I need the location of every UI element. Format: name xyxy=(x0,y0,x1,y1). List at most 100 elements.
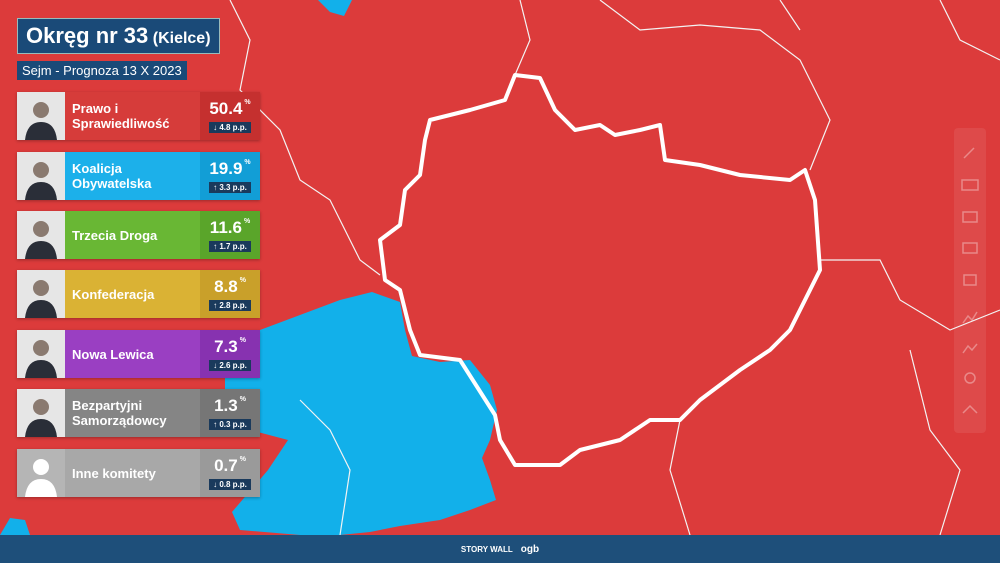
trend-arrow: ↑ xyxy=(213,420,220,429)
change-value: 0.3 p.p. xyxy=(219,420,247,429)
silhouette xyxy=(17,211,65,259)
brand: STORY WALL xyxy=(460,544,513,554)
party-row: Koalicja Obywatelska 19.9% ↑ 3.3 p.p. xyxy=(17,152,260,200)
result: 8.8% ↑ 2.8 p.p. xyxy=(200,270,260,318)
result: 19.9% ↑ 3.3 p.p. xyxy=(200,152,260,200)
candidate-photo xyxy=(17,449,65,497)
subtitle: Sejm - Prognoza 13 X 2023 xyxy=(17,61,187,80)
candidate-photo xyxy=(17,211,65,259)
change: ↑ 3.3 p.p. xyxy=(209,182,251,193)
party-name: Konfederacja xyxy=(72,286,155,302)
candidate-photo xyxy=(17,389,65,437)
result: 7.3% ↓ 2.6 p.p. xyxy=(200,330,260,378)
title-box: Okręg nr 33 (Kielce) xyxy=(17,18,220,54)
party-name: Bezpartyjni Samorządowcy xyxy=(72,398,167,428)
party-name: Nowa Lewica xyxy=(72,346,154,362)
vote-share: 11.6% xyxy=(210,218,250,238)
trend-arrow: ↑ xyxy=(213,183,220,192)
silhouette xyxy=(17,449,65,497)
vote-share-value: 0.7 xyxy=(214,456,238,475)
vote-share-unit: % xyxy=(239,396,246,403)
trend-arrow: ↑ xyxy=(213,301,220,310)
silhouette xyxy=(17,152,65,200)
party-row: Nowa Lewica 7.3% ↓ 2.6 p.p. xyxy=(17,330,260,378)
home-icon[interactable] xyxy=(962,404,978,414)
toolbar xyxy=(954,128,986,433)
change: ↑ 1.7 p.p. xyxy=(209,241,251,252)
district-outline xyxy=(378,73,822,467)
trend-arrow: ↓ xyxy=(213,123,220,132)
footer: STORY WALL ogb xyxy=(0,535,1000,563)
candidate-photo xyxy=(17,92,65,140)
result: 50.4% ↓ 4.8 p.p. xyxy=(200,92,260,140)
change-value: 4.8 p.p. xyxy=(219,123,247,132)
region-blue xyxy=(225,292,497,535)
silhouette xyxy=(17,92,65,140)
result: 1.3% ↑ 0.3 p.p. xyxy=(200,389,260,437)
party-row: Inne komitety 0.7% ↓ 0.8 p.p. xyxy=(17,449,260,497)
change: ↓ 2.6 p.p. xyxy=(209,360,251,371)
change-value: 0.8 p.p. xyxy=(219,480,247,489)
vote-share-value: 19.9 xyxy=(209,159,243,178)
candidate-photo xyxy=(17,330,65,378)
party-name: Prawo i Sprawiedliwość xyxy=(72,101,170,131)
trend-arrow: ↑ xyxy=(213,242,220,251)
change-value: 2.8 p.p. xyxy=(219,301,247,310)
party-row: Bezpartyjni Samorządowcy 1.3% ↑ 0.3 p.p. xyxy=(17,389,260,437)
vote-share: 8.8% xyxy=(214,277,246,297)
pen-icon[interactable] xyxy=(963,147,975,159)
title: Okręg nr 33 xyxy=(26,23,149,48)
tree-icon[interactable] xyxy=(962,242,978,254)
vote-share-value: 11.6 xyxy=(209,218,242,237)
change: ↓ 4.8 p.p. xyxy=(209,122,251,133)
line-icon[interactable] xyxy=(962,311,978,324)
bar-icon[interactable] xyxy=(962,211,978,223)
vote-share-unit: % xyxy=(244,99,251,106)
toolbar-icons xyxy=(961,147,979,414)
vote-share-unit: % xyxy=(239,277,246,284)
party-row: Trzecia Droga 11.6% ↑ 1.7 p.p. xyxy=(17,211,260,259)
vote-share-unit: % xyxy=(244,159,251,166)
silhouette xyxy=(17,270,65,318)
vote-share: 0.7% xyxy=(214,456,246,476)
vote-share-value: 7.3 xyxy=(214,337,238,356)
region-blue xyxy=(0,518,30,535)
silhouette xyxy=(17,389,65,437)
borders xyxy=(229,0,1000,536)
scatter-icon[interactable] xyxy=(962,343,978,354)
vote-share: 19.9% xyxy=(209,159,250,179)
party-row: Konfederacja 8.8% ↑ 2.8 p.p. xyxy=(17,270,260,318)
change-value: 3.3 p.p. xyxy=(219,183,247,192)
table-icon[interactable] xyxy=(961,179,979,191)
change: ↓ 0.8 p.p. xyxy=(209,479,251,490)
vote-share-value: 1.3 xyxy=(214,396,238,415)
trend-arrow: ↓ xyxy=(213,361,220,370)
vote-share-unit: % xyxy=(239,337,246,344)
vote-share: 50.4% xyxy=(209,99,250,119)
result: 11.6% ↑ 1.7 p.p. xyxy=(200,211,260,259)
party-name: Trzecia Droga xyxy=(72,227,158,243)
vote-share-unit: % xyxy=(243,218,251,225)
vote-share: 1.3% xyxy=(214,396,246,416)
trend-arrow: ↓ xyxy=(213,480,220,489)
refresh-icon[interactable] xyxy=(964,372,976,384)
vote-share-value: 8.8 xyxy=(214,277,238,296)
district: (Kielce) xyxy=(152,30,211,47)
vote-share: 7.3% xyxy=(214,337,246,357)
change: ↑ 0.3 p.p. xyxy=(209,419,251,430)
change: ↑ 2.8 p.p. xyxy=(209,300,251,311)
change-value: 1.7 p.p. xyxy=(219,242,247,251)
board-icon[interactable] xyxy=(963,274,977,286)
silhouette xyxy=(17,330,65,378)
vote-share-unit: % xyxy=(239,456,246,463)
vote-share-value: 50.4 xyxy=(209,99,243,118)
party-name: Koalicja Obywatelska xyxy=(72,161,152,191)
logo: ogb xyxy=(520,543,540,555)
party-row: Prawo i Sprawiedliwość 50.4% ↓ 4.8 p.p. xyxy=(17,92,260,140)
party-name: Inne komitety xyxy=(72,465,156,481)
change-value: 2.6 p.p. xyxy=(219,361,247,370)
region-blue xyxy=(318,0,352,16)
candidate-photo xyxy=(17,152,65,200)
